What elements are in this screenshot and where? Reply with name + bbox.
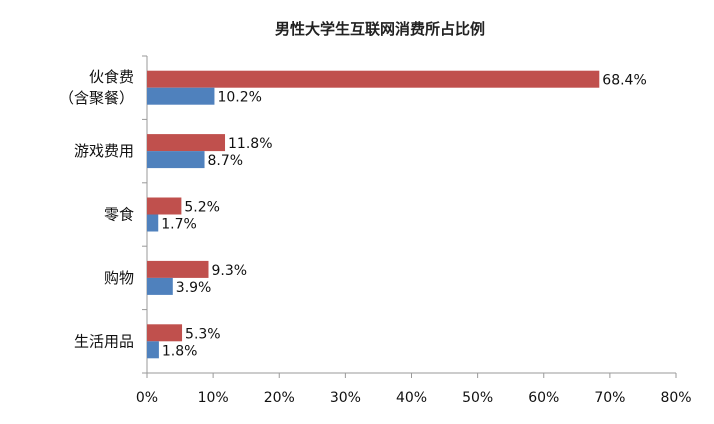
x-tick-label: 60%	[528, 390, 559, 406]
data-label: 5.3%	[185, 326, 221, 342]
bar	[147, 324, 183, 342]
category-label: 游戏费用	[74, 142, 134, 160]
bar	[147, 151, 205, 169]
data-label: 68.4%	[602, 73, 646, 89]
bar	[147, 134, 226, 152]
x-tick-label: 0%	[136, 390, 158, 406]
x-tick-label: 20%	[264, 390, 295, 406]
category-label: 购物	[104, 269, 134, 287]
data-label: 5.2%	[184, 200, 220, 216]
x-tick-label: 30%	[330, 390, 361, 406]
bar	[147, 87, 215, 105]
bar	[147, 260, 209, 278]
plot-area: 0% 10% 20% 30% 40% 50% 60% 70% 80% 伙食费 （含聚餐） 68.4% 1…	[59, 55, 692, 406]
data-label: 10.2%	[217, 90, 261, 106]
category-label: 生活用品	[74, 332, 134, 350]
x-tick-label: 10%	[198, 390, 229, 406]
data-label: 1.7%	[161, 217, 197, 233]
x-tick-label: 50%	[462, 390, 493, 406]
chart-title: 男性大学生互联网消费所占比例	[275, 20, 485, 38]
bar	[147, 341, 159, 359]
x-tick-label: 80%	[660, 390, 691, 406]
data-label: 9.3%	[211, 263, 247, 279]
bar	[147, 214, 159, 232]
category-label: （含聚餐）	[59, 89, 134, 107]
category-label: 零食	[104, 206, 134, 224]
bar	[147, 197, 182, 215]
data-label: 11.8%	[228, 136, 272, 152]
bar	[147, 70, 600, 88]
category-label: 伙食费	[89, 68, 134, 86]
data-label: 8.7%	[208, 153, 244, 169]
bar	[147, 277, 173, 295]
x-tick-label: 40%	[396, 390, 427, 406]
x-tick-label: 70%	[594, 390, 625, 406]
data-label: 3.9%	[176, 280, 212, 296]
data-label: 1.8%	[162, 343, 198, 359]
